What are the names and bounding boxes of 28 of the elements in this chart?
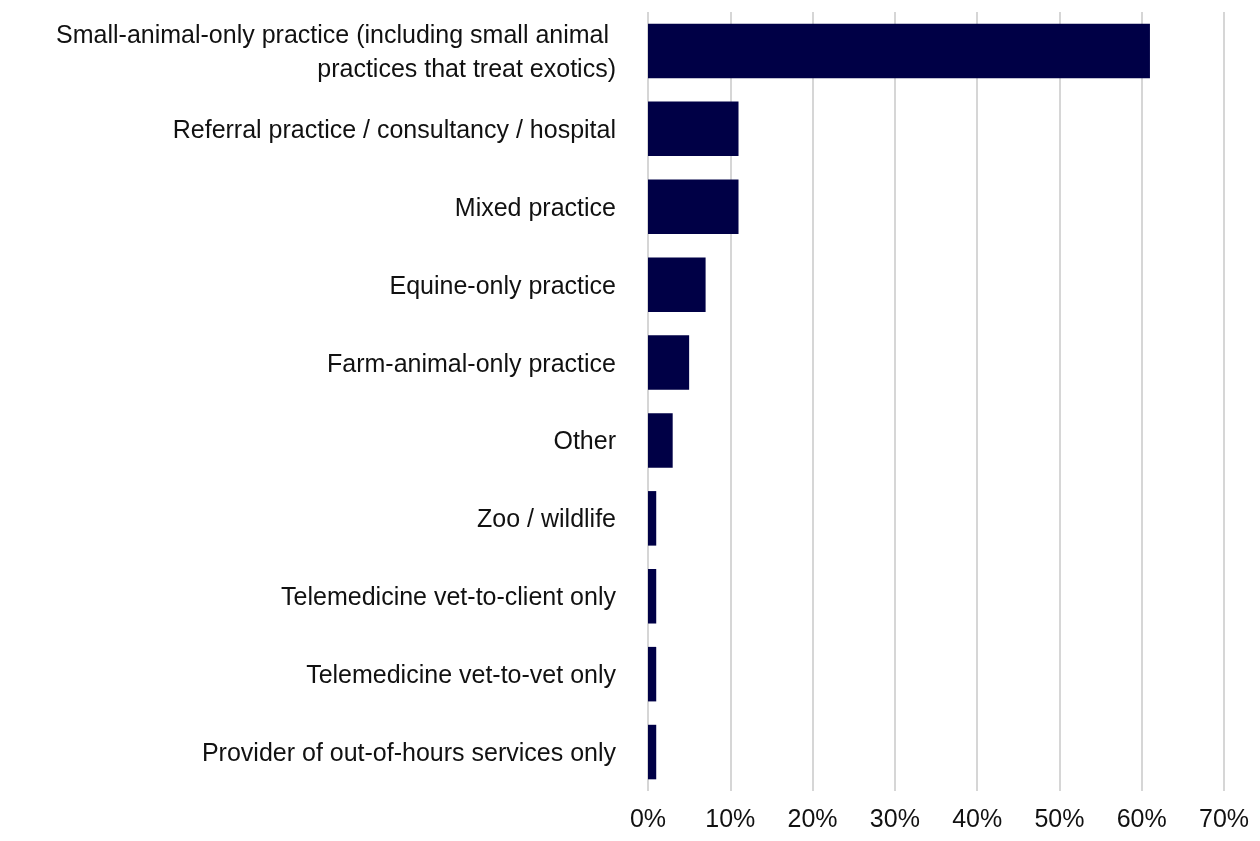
y-tick-label: Provider of out-of-hours services only — [201, 738, 617, 767]
y-tick-label: Telemedicine vet-to-client only — [281, 582, 617, 611]
y-tick-label: Mixed practice — [454, 192, 616, 221]
bar — [648, 413, 673, 468]
bar — [648, 646, 657, 702]
y-tick-label: Zoo / wildlife — [477, 504, 616, 533]
bar — [648, 491, 657, 546]
bar — [648, 335, 690, 390]
bar — [648, 257, 706, 312]
y-tick-label: Farm-animal-only practice — [327, 348, 616, 377]
bar — [648, 101, 739, 157]
y-tick-label: Telemedicine vet-to-vet only — [306, 660, 617, 689]
x-tick-label: 10% — [705, 803, 756, 832]
x-tick-label: 40% — [952, 803, 1003, 832]
x-tick-label: 0% — [629, 803, 667, 832]
x-tick-label: 30% — [869, 803, 920, 832]
x-tick-label: 20% — [787, 803, 838, 832]
x-tick-label: 50% — [1034, 803, 1085, 832]
x-tick-label: 60% — [1116, 803, 1167, 832]
bar — [648, 724, 657, 780]
bar — [648, 23, 1150, 79]
y-tick-label: Small-animal-only practice (including small animal practices that treat exotics) — [56, 19, 616, 82]
y-tick-label: Equine-only practice — [389, 270, 616, 299]
y-tick-label: Referral practice / consultancy / hospital — [172, 114, 616, 143]
bar — [648, 568, 657, 624]
y-tick-label: Other — [553, 426, 616, 455]
bar — [648, 179, 739, 235]
x-tick-label: 70% — [1198, 803, 1250, 832]
